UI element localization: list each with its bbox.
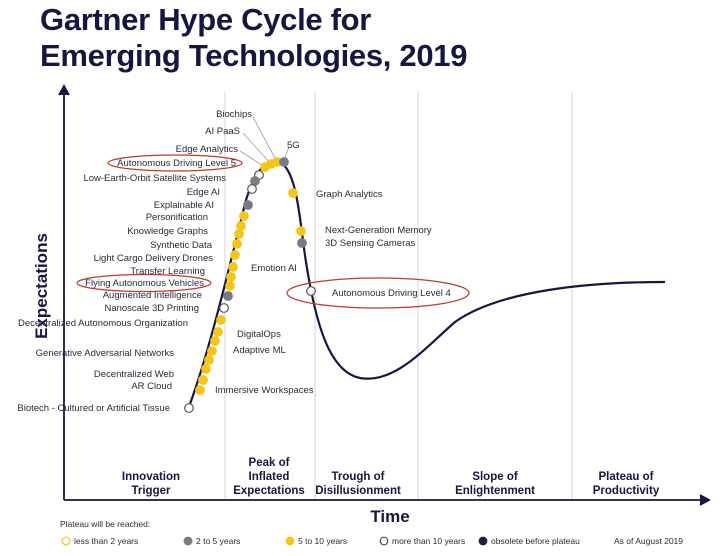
chart-title: Gartner Hype Cycle for Emerging Technolo… [40, 2, 467, 74]
legend-marker-less-2 [61, 536, 71, 546]
label-5g: 5G [287, 140, 300, 151]
marker-edge-ai [247, 184, 257, 194]
tech-labels: Biochips AI PaaS Edge Analytics Autonomo… [17, 109, 450, 414]
marker-5g [279, 157, 289, 167]
label-ar-cloud: AR Cloud [131, 381, 172, 392]
marker-augmented-intelligence [223, 291, 233, 301]
marker-transfer-learning [230, 250, 240, 260]
marker-knowledge-graphs [236, 221, 246, 231]
marker-synthetic-data [234, 229, 244, 239]
label-immersive-workspaces: Immersive Workspaces [215, 385, 314, 396]
phase-peak-line2: Expectations [233, 485, 305, 497]
label-personification: Personification [146, 212, 208, 223]
legend-label-more-10: more than 10 years [392, 536, 465, 546]
label-digitalops: DigitalOps [237, 329, 281, 340]
phase-trough-line2: Disillusionment [315, 485, 401, 497]
label-adaptive-ml: Adaptive ML [233, 345, 286, 356]
label-edge-ai: Edge AI [187, 187, 220, 198]
legend-marker-more-10 [379, 536, 389, 546]
legend-label-less-2: less than 2 years [74, 536, 138, 546]
label-augmented-intelligence: Augmented Intelligence [103, 290, 202, 301]
phase-trough-line1: Trough of [331, 471, 384, 483]
marker-digitalops [213, 327, 223, 337]
marker-graph-analytics [288, 188, 298, 198]
tech-markers [184, 157, 316, 413]
label-nanoscale-3d-printing: Nanoscale 3D Printing [104, 303, 199, 314]
title-line-1: Gartner Hype Cycle for [40, 2, 372, 37]
label-emotion-ai: Emotion AI [251, 263, 297, 274]
x-axis-label: Time [370, 507, 409, 526]
label-3d-sensing-cameras: 3D Sensing Cameras [325, 238, 416, 249]
phase-peak-line0: Peak of [249, 457, 290, 469]
label-autonomous-driving-4: Autonomous Driving Level 4 [332, 288, 451, 299]
axes [58, 84, 711, 506]
marker-decentralized-web [201, 364, 211, 374]
phase-innovation-line1: Innovation [122, 471, 180, 483]
title-line-2: Emerging Technologies, 2019 [40, 38, 468, 73]
marker-nanoscale-3d-printing [219, 303, 229, 313]
leader-lines [239, 116, 290, 168]
y-axis-label: Expectations [32, 233, 51, 339]
label-graph-analytics: Graph Analytics [316, 189, 383, 200]
marker-immersive-workspaces [195, 385, 205, 395]
marker-ar-cloud [198, 375, 208, 385]
marker-next-gen-memory [296, 226, 306, 236]
phase-slope-line2: Enlightenment [455, 485, 535, 497]
marker-dao [216, 315, 226, 325]
marker-emotion-ai [228, 262, 238, 272]
label-explainable-ai: Explainable AI [154, 200, 214, 211]
label-next-gen-memory: Next-Generation Memory [325, 225, 432, 236]
label-flying-vehicles: Flying Autonomous Vehicles [85, 278, 204, 289]
legend: Plateau will be reached: less than 2 yea… [60, 519, 683, 546]
watermark: 知乎 @Stone319 [545, 514, 659, 531]
phase-peak-line1: Inflated [249, 471, 290, 483]
label-transfer-learning: Transfer Learning [130, 266, 205, 277]
phase-innovation-line2: Trigger [132, 485, 172, 497]
date-note: As of August 2019 [614, 536, 683, 546]
label-biochips: Biochips [216, 109, 252, 120]
label-autonomous-driving-5: Autonomous Driving Level 5 [117, 158, 236, 169]
marker-biotech-tissue [184, 403, 194, 413]
marker-personification [239, 211, 249, 221]
legend-label-obsolete: obsolete before plateau [491, 536, 580, 546]
label-biotech-tissue: Biotech - Cultured or Artificial Tissue [17, 403, 170, 414]
phase-slope-line1: Slope of [472, 471, 518, 483]
legend-label-5-10: 5 to 10 years [298, 536, 347, 546]
label-dao: Decentralized Autonomous Organization [18, 318, 188, 329]
label-edge-analytics: Edge Analytics [176, 144, 239, 155]
label-knowledge-graphs: Knowledge Graphs [127, 226, 208, 237]
marker-extra-yellow-2 [204, 355, 214, 365]
marker-extra-yellow [226, 272, 236, 282]
marker-adaptive-ml [210, 336, 220, 346]
hype-curve [185, 160, 666, 413]
legend-marker-2-5 [183, 536, 193, 546]
legend-label-2-5: 2 to 5 years [196, 536, 240, 546]
marker-cargo-drones [232, 239, 242, 249]
phase-plateau-line2: Productivity [593, 485, 660, 497]
label-cargo-drones: Light Cargo Delivery Drones [94, 253, 214, 264]
marker-flying-vehicles [225, 281, 235, 291]
marker-edge-analytics [260, 162, 270, 172]
label-leo-satellite: Low-Earth-Orbit Satellite Systems [83, 173, 226, 184]
legend-title: Plateau will be reached: [60, 519, 150, 529]
phase-plateau-line1: Plateau of [599, 471, 654, 483]
label-synthetic-data: Synthetic Data [150, 240, 212, 251]
marker-autonomous-driving-4 [306, 286, 316, 296]
highlight-ellipses [76, 154, 470, 309]
legend-marker-obsolete [478, 536, 488, 546]
label-gan: Generative Adversarial Networks [36, 348, 175, 359]
legend-marker-5-10 [285, 536, 295, 546]
marker-3d-sensing-cameras [297, 238, 307, 248]
marker-leo-satellite [250, 176, 260, 186]
label-ai-paas: AI PaaS [205, 126, 240, 137]
phase-labels: Innovation Trigger Peak of Inflated Expe… [122, 457, 660, 497]
marker-explainable-ai [243, 200, 253, 210]
label-decentralized-web: Decentralized Web [94, 369, 174, 380]
marker-gan [207, 346, 217, 356]
